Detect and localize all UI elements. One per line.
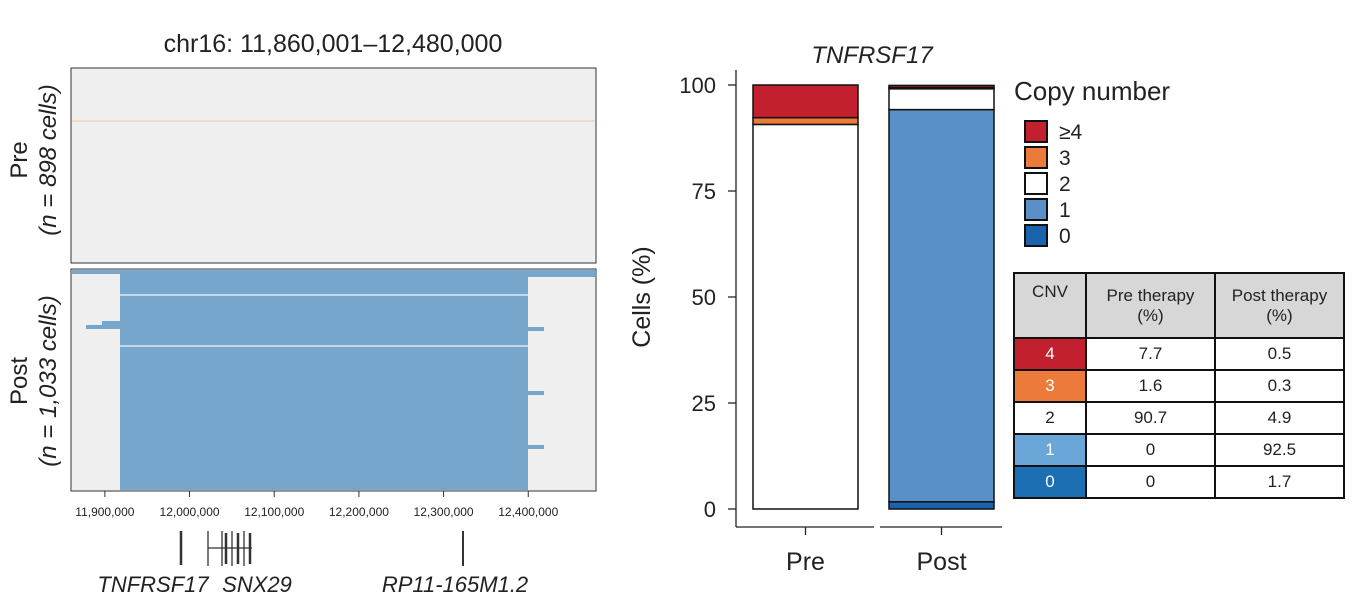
heatmap-x-tick-label: 12,200,000: [329, 505, 389, 519]
bar-axes: 0 25 50 75 100: [679, 70, 1002, 528]
cnv-table-cell-post: 92.5: [1214, 433, 1345, 467]
cnv-table-cell-cnv: 0: [1013, 465, 1087, 499]
legend-title: Copy number: [1014, 76, 1170, 106]
legend-swatch: [1024, 224, 1048, 247]
bar-segment-post-cnge4: [888, 84, 995, 89]
cnv-table-cell-cnv: 4: [1013, 337, 1087, 371]
cnv-table-cell-pre: 0: [1085, 465, 1216, 499]
cnv-table-header: CNV Pre therapy (%) Post therapy (%): [1013, 272, 1345, 339]
cnv-table-cell-post: 1.7: [1214, 465, 1345, 499]
cnv-table-header-post: Post therapy (%): [1214, 272, 1345, 339]
cnv-table-body: 4 7.7 0.5 3 1.6 0.3 2 90.7 4.9 1 0 92.5 0 0 1.7: [1013, 337, 1345, 499]
gene-track: [179, 531, 464, 566]
cnv-table-row: 3 1.6 0.3: [1013, 369, 1345, 403]
cnv-table-cell-post: 0.5: [1214, 337, 1345, 371]
post-heatmap-edge-l2: [102, 321, 120, 325]
bar-y-tick-label: 0: [704, 497, 716, 522]
bar-segment-pre-cn2: [752, 123, 859, 510]
bar-segment-post-cn1: [888, 108, 995, 503]
post-heatmap-edge-r4: [510, 294, 528, 298]
cnv-table: CNV Pre therapy (%) Post therapy (%) 4 7.…: [1013, 272, 1345, 499]
cnv-table-cell-pre: 7.7: [1085, 337, 1216, 371]
bar-segment-pre-cnge4: [752, 84, 859, 119]
bar-chart-ylabel: Cells (%): [628, 246, 656, 347]
legend-label: 0: [1059, 225, 1071, 248]
post-heatmap-block: [120, 270, 528, 490]
bar-y-tick-label: 75: [692, 179, 716, 204]
cnv-table-row: 2 90.7 4.9: [1013, 401, 1345, 435]
cnv-table-cell-pre: 0: [1085, 433, 1216, 467]
cnv-table-header-cnv: CNV: [1013, 272, 1087, 339]
post-heatmap-edge-r3: [528, 445, 544, 449]
bar-y-tick-label: 25: [692, 391, 716, 416]
heatmap-x-tick-label: 11,900,000: [75, 505, 134, 519]
bar-segment-pre-cn3: [752, 116, 859, 126]
legend-label: 3: [1059, 147, 1071, 170]
cnv-table-header-pre-1: Pre therapy: [1106, 285, 1195, 305]
post-heatmap-edge-l4: [120, 391, 137, 395]
cnv-table-cell-cnv: 1: [1013, 433, 1087, 467]
gene-label-rp11: RP11-165M1.2: [382, 572, 528, 597]
cnv-table-header-post-1: Post therapy: [1231, 285, 1328, 305]
cnv-table-cell-pre: 1.6: [1085, 369, 1216, 403]
heatmap-x-tick-label: 12,000,000: [160, 505, 220, 519]
legend-label: 2: [1059, 173, 1071, 196]
bar-y-tick-label: 50: [692, 285, 716, 310]
heatmap-x-axis: 11,900,000 12,000,000 12,100,000 12,200,000…: [71, 490, 596, 519]
cnv-table-header-post-2: (%): [1266, 305, 1293, 325]
post-heatmap-edge-l3: [120, 338, 137, 342]
legend-swatch: [1024, 146, 1048, 169]
cnv-table-cell-pre: 90.7: [1085, 401, 1216, 435]
legend-swatch: [1024, 172, 1048, 195]
heatmap-x-tick-label: 12,100,000: [244, 505, 304, 519]
bar-segment-post-cn0: [888, 501, 995, 510]
bar-x-tick-label: Post: [916, 548, 966, 576]
post-heatmap-edge-top: [72, 270, 137, 274]
bar-bars: Pre Post: [752, 84, 995, 576]
bar-chart-title: TNFRSF17: [811, 42, 934, 69]
pre-n-label: (n = 898 cells): [35, 84, 62, 235]
post-heatmap-edge-r1: [528, 327, 544, 331]
cnv-table-cell-post: 4.9: [1214, 401, 1345, 435]
legend-label: 1: [1059, 199, 1071, 222]
gene-label-snx29: SNX29: [222, 572, 292, 597]
cnv-table-cell-cnv: 3: [1013, 369, 1087, 403]
heatmap-x-tick-label: 12,400,000: [498, 505, 558, 519]
gene-label-tnfrsf17: TNFRSF17: [97, 572, 209, 597]
post-heatmap-edge-r2: [528, 391, 544, 395]
bar-legend: Copy number ≥4 3 2 1 0: [1014, 76, 1170, 248]
cnv-table-row: 1 0 92.5: [1013, 433, 1345, 467]
cnv-table-cell-post: 0.3: [1214, 369, 1345, 403]
pre-heatmap-panel: [70, 67, 597, 264]
bar-y-tick-label: 100: [679, 73, 716, 98]
bar-segment-post-cn2: [888, 88, 995, 111]
legend-swatch: [1024, 198, 1048, 221]
post-heatmap-edge-l1: [86, 325, 120, 329]
heatmap-title: chr16: 11,860,001–12,480,000: [164, 30, 503, 58]
post-heatmap-tail: [528, 270, 595, 277]
post-n-label: (n = 1,033 cells): [35, 295, 62, 466]
bar-x-tick-label: Pre: [786, 548, 825, 576]
cnv-table-row: 4 7.7 0.5: [1013, 337, 1345, 371]
cnv-table-cell-cnv: 2: [1013, 401, 1087, 435]
legend-swatch: [1024, 120, 1048, 143]
cnv-table-row: 0 0 1.7: [1013, 465, 1345, 499]
post-heatmap-cells: [72, 270, 595, 490]
cnv-table-header-pre-2: (%): [1137, 305, 1164, 325]
legend-label: ≥4: [1059, 121, 1083, 144]
pre-label: Pre: [6, 141, 33, 178]
post-label: Post: [6, 357, 33, 405]
cnv-table-header-pre: Pre therapy (%): [1085, 272, 1216, 339]
heatmap-x-tick-label: 12,300,000: [414, 505, 474, 519]
